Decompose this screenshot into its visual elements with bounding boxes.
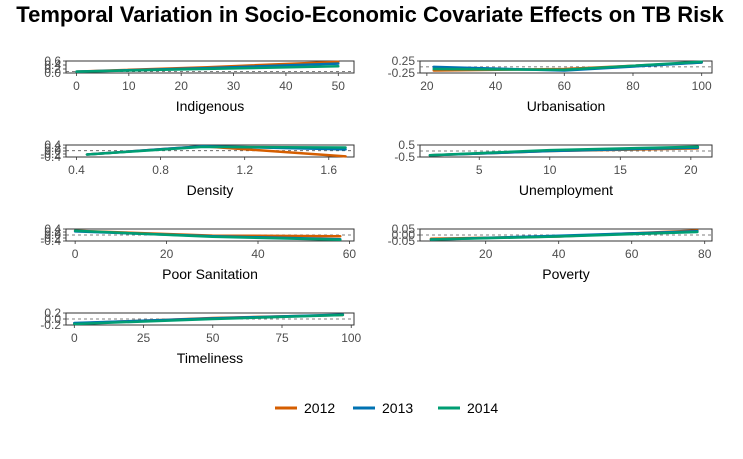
x-tick-label: 0.8 [152, 163, 169, 177]
y-tick-label: 0.2 [44, 141, 61, 155]
legend-label-2014: 2014 [467, 400, 498, 416]
y-tick-label: 0.0 [44, 228, 61, 242]
y-tick-label: 0.5 [398, 138, 415, 152]
y-tick-label: 0.2 [44, 225, 61, 239]
x-axis-title: Timeliness [177, 350, 243, 366]
panel-frame [65, 60, 355, 74]
x-tick-label: 60 [343, 247, 357, 261]
x-axis-title: Unemployment [519, 182, 613, 198]
x-tick-label: 80 [626, 79, 640, 93]
y-tick-label: 0.4 [44, 222, 61, 236]
x-tick-label: 0 [73, 79, 80, 93]
x-tick-label: 40 [279, 79, 293, 93]
x-axis-title: Density [187, 182, 234, 198]
x-tick-label: 75 [275, 331, 289, 345]
panel-poverty: 0.050.00-0.05 20 40 60 80 Poverty [388, 222, 713, 282]
x-tick-label: 20 [160, 247, 174, 261]
panel-poor-sanitation: 0.40.20.0-0.2-0.4 0 20 40 60 Poor Sanitation [40, 222, 356, 282]
y-tick-label: -0.4 [40, 150, 61, 164]
x-tick-label: 40 [251, 247, 265, 261]
legend-label-2013: 2013 [382, 400, 413, 416]
x-tick-label: 40 [489, 79, 503, 93]
panel-urbanisation: 0.25-0.25 20 40 60 80 100 Urbanisation [388, 54, 713, 114]
y-tick-label: -0.5 [394, 150, 415, 164]
x-axis-title: Urbanisation [527, 98, 606, 114]
y-tick-label: 0.6 [44, 54, 61, 68]
panel-indigenous: 0.60.40.20.0 0 10 20 30 40 50 Indigenous [44, 54, 355, 114]
x-tick-label: 5 [476, 163, 483, 177]
x-tick-label: 100 [692, 79, 712, 93]
x-tick-label: 40 [552, 247, 566, 261]
x-tick-label: 0.4 [68, 163, 85, 177]
panel-unemployment: 0.5-0.5 5 10 15 20 Unemployment [394, 138, 713, 198]
y-tick-label: -0.2 [40, 147, 61, 161]
y-tick-label: 0.2 [44, 62, 61, 76]
x-tick-label: 1.2 [236, 163, 253, 177]
series-line-2014 [432, 60, 703, 72]
x-tick-label: 25 [137, 331, 151, 345]
y-tick-label: 0.05 [392, 222, 416, 236]
x-tick-label: 1.6 [320, 163, 337, 177]
y-tick-label: 0.2 [44, 306, 61, 320]
x-tick-label: 50 [206, 331, 220, 345]
y-tick-label: -0.05 [388, 234, 416, 248]
y-tick-label: 0.0 [44, 144, 61, 158]
x-tick-label: 60 [558, 79, 572, 93]
series-line-2014 [73, 229, 342, 242]
x-tick-label: 20 [684, 163, 698, 177]
x-tick-label: 60 [625, 247, 639, 261]
x-tick-label: 80 [698, 247, 712, 261]
x-tick-label: 20 [175, 79, 189, 93]
y-tick-label: -0.2 [40, 231, 61, 245]
series-line-2014 [429, 230, 699, 241]
x-axis-title: Poor Sanitation [162, 266, 258, 282]
chart-title: Temporal Variation in Socio-Economic Cov… [16, 2, 724, 27]
y-tick-label: 0.25 [392, 54, 416, 68]
y-tick-label: -0.4 [40, 234, 61, 248]
y-tick-label: 0.4 [44, 58, 61, 72]
series-line-2014 [428, 145, 700, 157]
y-tick-label: 0.00 [392, 228, 416, 242]
y-tick-label: 0.4 [44, 138, 61, 152]
series-line-2014 [73, 313, 345, 326]
x-tick-label: 0 [72, 247, 79, 261]
x-tick-label: 20 [420, 79, 434, 93]
y-tick-label: -0.25 [388, 66, 416, 80]
x-axis-title: Poverty [542, 266, 589, 282]
y-tick-label: 0.0 [44, 66, 61, 80]
x-tick-label: 10 [122, 79, 136, 93]
x-tick-label: 10 [543, 163, 557, 177]
x-tick-label: 50 [332, 79, 346, 93]
y-tick-label: 0.0 [44, 312, 61, 326]
x-tick-label: 0 [71, 331, 78, 345]
x-tick-label: 15 [614, 163, 628, 177]
panel-timeliness: 0.20.0-0.2 0 25 50 75 100 Timeliness [40, 306, 361, 366]
legend-label-2012: 2012 [304, 400, 335, 416]
series-line-2014 [75, 65, 340, 73]
y-tick-label: -0.2 [40, 318, 61, 332]
x-axis-title: Indigenous [176, 98, 245, 114]
x-tick-label: 100 [341, 331, 361, 345]
x-tick-label: 30 [227, 79, 241, 93]
legend: 2012 2013 2014 [275, 400, 498, 416]
series-line-2014 [85, 145, 347, 156]
x-tick-label: 20 [479, 247, 493, 261]
